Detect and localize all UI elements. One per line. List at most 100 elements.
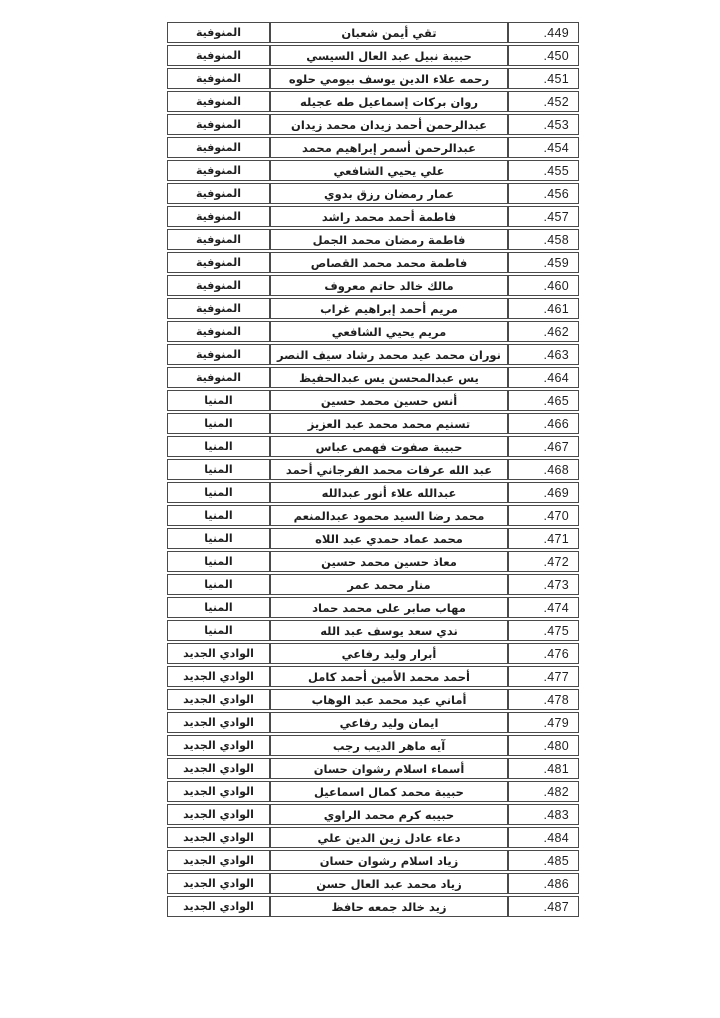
student-name-cell: يس عبدالمحسن يس عبدالحفيظ bbox=[270, 367, 508, 388]
row-number-cell: .452 bbox=[508, 91, 579, 112]
row-number-cell: .478 bbox=[508, 689, 579, 710]
table-row: .479 ايمان وليد رفاعي الوادي الجديد bbox=[167, 712, 579, 733]
table-row: .476 أبرار وليد رفاعي الوادي الجديد bbox=[167, 643, 579, 664]
row-number-cell: .463 bbox=[508, 344, 579, 365]
governorate-cell: المنوفية bbox=[167, 367, 270, 388]
table-row: .480 آيه ماهر الديب رجب الوادي الجديد bbox=[167, 735, 579, 756]
student-name-cell: مهاب صابر على محمد حماد bbox=[270, 597, 508, 618]
table-row: .450 حبيبة نبيل عبد العال السيسي المنوفي… bbox=[167, 45, 579, 66]
governorate-cell: المنوفية bbox=[167, 206, 270, 227]
student-name-cell: محمد عماد حمدي عبد اللاه bbox=[270, 528, 508, 549]
student-name-cell: أبرار وليد رفاعي bbox=[270, 643, 508, 664]
row-number-cell: .470 bbox=[508, 505, 579, 526]
student-name-cell: روان بركات إسماعيل طه عجيله bbox=[270, 91, 508, 112]
table-row: .458 فاطمة رمضان محمد الجمل المنوفية bbox=[167, 229, 579, 250]
table-row: .459 فاطمة محمد محمد القصاص المنوفية bbox=[167, 252, 579, 273]
student-name-cell: أماني عيد محمد عبد الوهاب bbox=[270, 689, 508, 710]
row-number-cell: .486 bbox=[508, 873, 579, 894]
student-name-cell: تقي أيمن شعبان bbox=[270, 22, 508, 43]
governorate-cell: المنيا bbox=[167, 574, 270, 595]
governorate-cell: المنوفية bbox=[167, 22, 270, 43]
row-number-cell: .450 bbox=[508, 45, 579, 66]
table-row: .484 دعاء عادل زين الدين علي الوادي الجد… bbox=[167, 827, 579, 848]
table-row: .471 محمد عماد حمدي عبد اللاه المنيا bbox=[167, 528, 579, 549]
row-number-cell: .459 bbox=[508, 252, 579, 273]
governorate-cell: المنوفية bbox=[167, 91, 270, 112]
table-row: .467 حبيبة صفوت فهمى عباس المنيا bbox=[167, 436, 579, 457]
student-name-cell: معاذ حسين محمد حسين bbox=[270, 551, 508, 572]
student-name-cell: مريم يحيي الشافعي bbox=[270, 321, 508, 342]
table-row: .455 علي يحيي الشافعي المنوفية bbox=[167, 160, 579, 181]
governorate-cell: المنوفية bbox=[167, 137, 270, 158]
table-row: .464 يس عبدالمحسن يس عبدالحفيظ المنوفية bbox=[167, 367, 579, 388]
table-row: .451 رحمه علاء الدين يوسف بيومي حلوه الم… bbox=[167, 68, 579, 89]
row-number-cell: .477 bbox=[508, 666, 579, 687]
table-row: .460 مالك خالد حاتم معروف المنوفية bbox=[167, 275, 579, 296]
row-number-cell: .458 bbox=[508, 229, 579, 250]
row-number-cell: .462 bbox=[508, 321, 579, 342]
student-name-cell: حبيبة محمد كمال اسماعيل bbox=[270, 781, 508, 802]
governorate-cell: المنوفية bbox=[167, 275, 270, 296]
governorate-cell: المنوفية bbox=[167, 321, 270, 342]
student-name-cell: علي يحيي الشافعي bbox=[270, 160, 508, 181]
row-number-cell: .472 bbox=[508, 551, 579, 572]
row-number-cell: .454 bbox=[508, 137, 579, 158]
student-name-cell: زياد محمد عبد العال حسن bbox=[270, 873, 508, 894]
row-number-cell: .482 bbox=[508, 781, 579, 802]
governorate-cell: المنوفية bbox=[167, 183, 270, 204]
table-row: .477 أحمد محمد الأمين أحمد كامل الوادي ا… bbox=[167, 666, 579, 687]
row-number-cell: .465 bbox=[508, 390, 579, 411]
row-number-cell: .480 bbox=[508, 735, 579, 756]
table-row: .457 فاطمة أحمد محمد راشد المنوفية bbox=[167, 206, 579, 227]
governorate-cell: المنوفية bbox=[167, 68, 270, 89]
governorate-cell: الوادي الجديد bbox=[167, 735, 270, 756]
student-name-cell: نوران محمد عيد محمد رشاد سيف النصر bbox=[270, 344, 508, 365]
student-name-cell: آيه ماهر الديب رجب bbox=[270, 735, 508, 756]
governorate-cell: المنيا bbox=[167, 482, 270, 503]
governorate-cell: الوادي الجديد bbox=[167, 804, 270, 825]
governorate-cell: المنوفية bbox=[167, 344, 270, 365]
row-number-cell: .451 bbox=[508, 68, 579, 89]
student-name-cell: زيد خالد جمعه حافظ bbox=[270, 896, 508, 917]
student-name-cell: دعاء عادل زين الدين علي bbox=[270, 827, 508, 848]
governorate-cell: الوادي الجديد bbox=[167, 689, 270, 710]
table-row: .473 منار محمد عمر المنيا bbox=[167, 574, 579, 595]
governorate-cell: المنيا bbox=[167, 459, 270, 480]
table-row: .456 عمار رمضان رزق بدوي المنوفية bbox=[167, 183, 579, 204]
governorate-cell: المنيا bbox=[167, 413, 270, 434]
table-row: .468 عبد الله عرفات محمد الفرجاني أحمد ا… bbox=[167, 459, 579, 480]
row-number-cell: .455 bbox=[508, 160, 579, 181]
governorate-cell: الوادي الجديد bbox=[167, 712, 270, 733]
student-name-cell: عبدالله علاء أنور عبدالله bbox=[270, 482, 508, 503]
student-name-cell: أسماء اسلام رشوان حسان bbox=[270, 758, 508, 779]
table-row: .463 نوران محمد عيد محمد رشاد سيف النصر … bbox=[167, 344, 579, 365]
student-name-cell: حبيبه كرم محمد الراوي bbox=[270, 804, 508, 825]
table-row: .469 عبدالله علاء أنور عبدالله المنيا bbox=[167, 482, 579, 503]
row-number-cell: .475 bbox=[508, 620, 579, 641]
table-row: .449 تقي أيمن شعبان المنوفية bbox=[167, 22, 579, 43]
row-number-cell: .479 bbox=[508, 712, 579, 733]
row-number-cell: .457 bbox=[508, 206, 579, 227]
governorate-cell: الوادي الجديد bbox=[167, 827, 270, 848]
governorate-cell: المنوفية bbox=[167, 229, 270, 250]
governorate-cell: الوادي الجديد bbox=[167, 758, 270, 779]
student-name-cell: عمار رمضان رزق بدوي bbox=[270, 183, 508, 204]
student-name-cell: فاطمة رمضان محمد الجمل bbox=[270, 229, 508, 250]
row-number-cell: .484 bbox=[508, 827, 579, 848]
student-name-cell: منار محمد عمر bbox=[270, 574, 508, 595]
row-number-cell: .481 bbox=[508, 758, 579, 779]
student-name-cell: مالك خالد حاتم معروف bbox=[270, 275, 508, 296]
row-number-cell: .468 bbox=[508, 459, 579, 480]
table-row: .482 حبيبة محمد كمال اسماعيل الوادي الجد… bbox=[167, 781, 579, 802]
row-number-cell: .464 bbox=[508, 367, 579, 388]
governorate-cell: الوادي الجديد bbox=[167, 896, 270, 917]
row-number-cell: .471 bbox=[508, 528, 579, 549]
governorate-cell: المنوفية bbox=[167, 160, 270, 181]
governorate-cell: الوادي الجديد bbox=[167, 781, 270, 802]
row-number-cell: .453 bbox=[508, 114, 579, 135]
table-row: .453 عبدالرحمن أحمد زيدان محمد زيدان الم… bbox=[167, 114, 579, 135]
governorate-cell: المنيا bbox=[167, 597, 270, 618]
student-name-cell: ايمان وليد رفاعي bbox=[270, 712, 508, 733]
row-number-cell: .474 bbox=[508, 597, 579, 618]
